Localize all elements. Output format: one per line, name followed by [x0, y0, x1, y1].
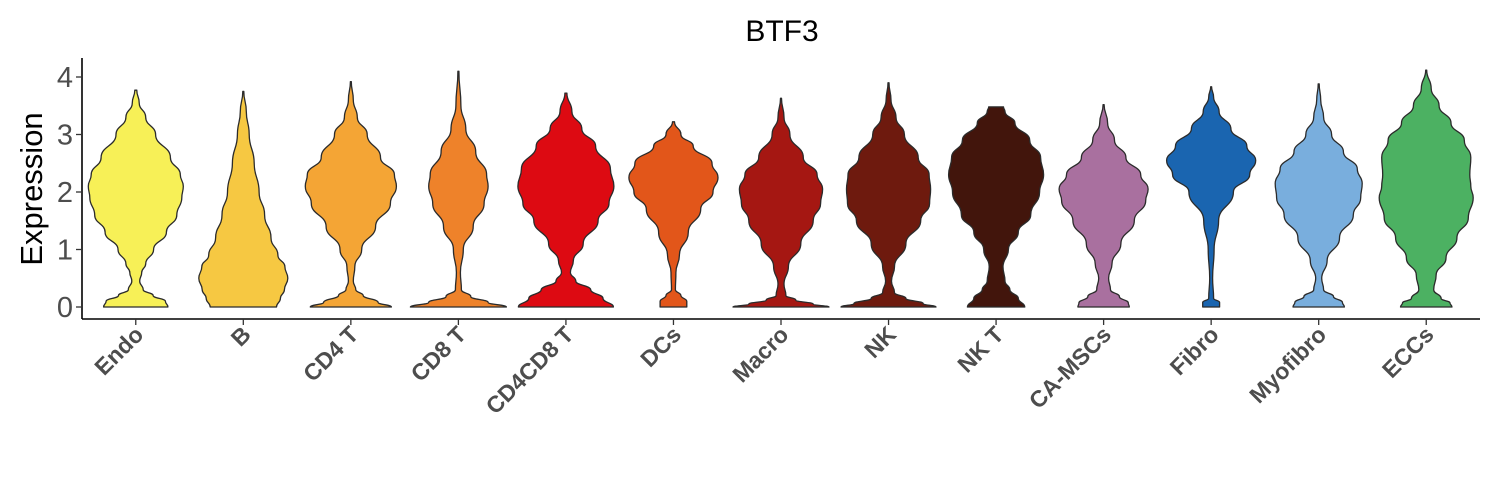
violin-macro: [732, 97, 830, 308]
x-tick-label: Myofibro: [1244, 321, 1331, 408]
violin-b: [198, 90, 289, 308]
y-tick-label: 4: [57, 62, 73, 94]
y-tick-label: 3: [57, 120, 73, 152]
violin-ca-mscs: [1058, 103, 1149, 308]
x-tick-label: DCs: [635, 321, 686, 372]
y-axis-label: Expression: [14, 112, 49, 265]
x-tick-label: ECCs: [1377, 321, 1439, 383]
violin-fibro: [1165, 86, 1257, 308]
x-tick-label: CD4CD8 T: [481, 321, 579, 419]
chart-title: BTF3: [745, 15, 818, 48]
x-tick-label: CD4 T: [298, 321, 363, 386]
y-tick-label: 2: [57, 177, 73, 209]
x-axis: Endo B CD4 T CD8 T CD4CD8 T DCs Macro NK NK T CA-…: [82, 318, 1480, 419]
violin-cd4-t: [304, 80, 398, 308]
x-tick-label: Fibro: [1165, 321, 1224, 380]
violin-dcs: [628, 121, 719, 308]
violin-nk-t: [947, 106, 1045, 308]
x-tick-label: NK: [859, 321, 901, 363]
violin-myofibro: [1274, 83, 1363, 308]
x-tick-label: B: [226, 321, 256, 351]
violin-eccs: [1378, 69, 1474, 308]
x-tick-label: CD8 T: [406, 321, 471, 386]
x-tick-label: CA-MSCs: [1024, 321, 1116, 413]
x-tick-label: NK T: [952, 321, 1008, 377]
violin-cd8-t: [409, 70, 508, 308]
x-tick-label: Macro: [727, 321, 793, 387]
violin-cd4cd8-t: [517, 92, 615, 308]
violins-layer: [87, 69, 1474, 308]
y-axis: 0 1 2 3 4: [57, 58, 83, 324]
violin-nk: [840, 82, 937, 308]
x-tick-label: Endo: [89, 321, 148, 380]
violin-endo: [87, 89, 184, 308]
y-tick-label: 1: [57, 235, 73, 267]
y-tick-label: 0: [57, 292, 73, 324]
